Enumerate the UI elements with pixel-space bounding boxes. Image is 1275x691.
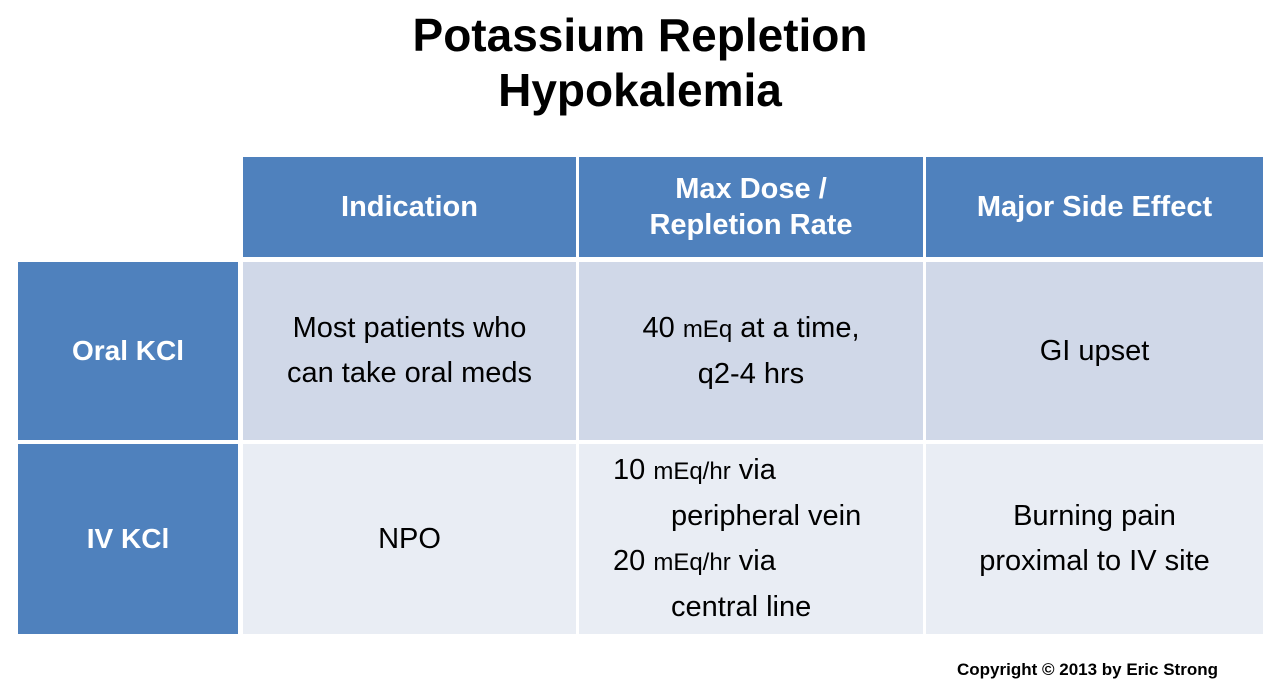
oral-kcl-dose-number: 40 — [642, 311, 683, 344]
iv-kcl-dose-b-unit: mEq/hr — [653, 549, 731, 576]
row-label-iv-kcl-text: IV KCl — [86, 523, 170, 554]
iv-kcl-dose-a-number: 10 — [613, 454, 654, 486]
header-max-dose-line2: Repletion Rate — [649, 209, 853, 241]
oral-kcl-dose-line1: 40 mEq at a time, — [642, 306, 859, 352]
oral-kcl-indication-line2: can take oral meds — [286, 357, 532, 389]
title-line-2: Hypokalemia — [498, 64, 782, 116]
oral-kcl-dose-rest: at a time, — [732, 311, 860, 344]
oral-kcl-side-effect: GI upset — [926, 262, 1263, 440]
iv-kcl-indication-text: NPO — [378, 522, 441, 555]
oral-kcl-dose-unit: mEq — [682, 315, 733, 343]
header-indication: Indication — [243, 157, 576, 257]
row-label-oral-kcl: Oral KCl — [18, 262, 238, 440]
iv-kcl-dose-a-unit: mEq/hr — [653, 458, 731, 485]
iv-kcl-dose-b-rest: via — [730, 545, 776, 577]
header-max-dose: Max Dose / Repletion Rate — [579, 157, 923, 257]
iv-kcl-max-dose: 10 mEq/hr via peripheral vein 20 mEq/hr … — [579, 444, 923, 634]
header-indication-label: Indication — [341, 191, 478, 223]
oral-kcl-indication: Most patients who can take oral meds — [243, 262, 576, 440]
oral-kcl-max-dose: 40 mEq at a time, q2-4 hrs — [579, 262, 923, 440]
header-side-effect: Major Side Effect — [926, 157, 1263, 257]
row-label-oral-kcl-text: Oral KCl — [71, 335, 185, 366]
slide-title: Potassium Repletion Hypokalemia — [0, 8, 1275, 118]
iv-kcl-side-effect-line2: proximal to IV site — [979, 545, 1210, 577]
iv-kcl-side-effect-line1: Burning pain — [1013, 500, 1176, 532]
iv-kcl-dose-b-line1: 20 mEq/hr via — [613, 539, 776, 585]
copyright-notice: Copyright © 2013 by Eric Strong — [957, 660, 1218, 679]
oral-kcl-indication-line1: Most patients who — [292, 312, 527, 344]
oral-kcl-dose-line2: q2-4 hrs — [697, 357, 805, 390]
iv-kcl-dose-a-line1: 10 mEq/hr via — [613, 448, 776, 494]
row-label-iv-kcl: IV KCl — [18, 444, 238, 634]
iv-kcl-dose-b-number: 20 — [613, 545, 654, 577]
iv-kcl-dose-b-line2: central line — [671, 591, 812, 623]
iv-kcl-dose-a-rest: via — [730, 454, 776, 486]
oral-kcl-side-effect-text: GI upset — [1039, 334, 1150, 367]
title-line-1: Potassium Repletion — [412, 9, 868, 61]
header-side-effect-label: Major Side Effect — [976, 191, 1213, 223]
header-max-dose-line1: Max Dose / — [675, 173, 827, 205]
iv-kcl-dose-a-line2: peripheral vein — [671, 500, 862, 532]
iv-kcl-indication: NPO — [243, 444, 576, 634]
iv-kcl-side-effect: Burning pain proximal to IV site — [926, 444, 1263, 634]
